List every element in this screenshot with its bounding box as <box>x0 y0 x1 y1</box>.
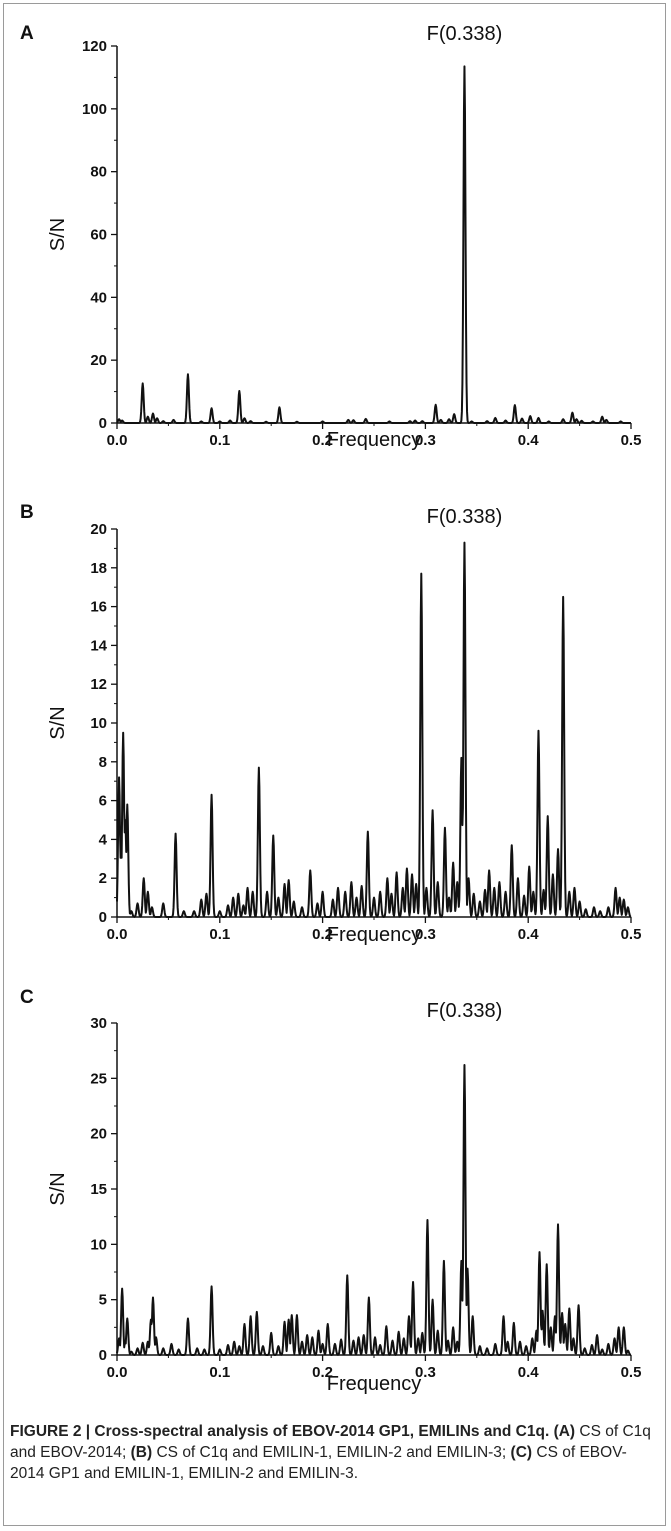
figure-caption: FIGURE 2 | Cross-spectral analysis of EB… <box>10 1421 658 1484</box>
y-tick-label: 4 <box>99 831 108 848</box>
x-tick-label: 0.0 <box>107 432 128 449</box>
caption-a-tag: (A) <box>553 1423 576 1440</box>
caption-a-text: CS of C1q and EBOV-2014; <box>10 1423 651 1461</box>
caption-c-tag: (C) <box>510 1444 533 1461</box>
peak-annotation: F(0.338) <box>427 23 503 45</box>
y-tick-label: 20 <box>90 521 107 538</box>
y-tick-label: 8 <box>99 754 107 771</box>
y-tick-label: 0 <box>99 909 107 926</box>
y-tick-label: 2 <box>99 870 107 887</box>
chart-panel-a: A 0 20 40 60 80 100 120 0.0 0.1 0.2 0.3 0.4 0.5 Freque… <box>20 23 641 451</box>
x-tick-label: 0.1 <box>209 432 230 449</box>
x-tick-label: 0.3 <box>415 432 436 449</box>
x-tick-label: 0.1 <box>209 926 230 943</box>
y-tick-label: 120 <box>82 38 107 55</box>
y-tick-label: 0 <box>99 415 107 432</box>
figure-frame <box>3 3 666 1526</box>
caption-label: FIGURE 2 | Cross-spectral analysis of EB… <box>10 1423 550 1440</box>
y-tick-label: 15 <box>90 1181 107 1198</box>
x-tick-label: 0.4 <box>518 1364 540 1381</box>
x-tick-label: 0.2 <box>312 926 333 943</box>
chart-panel-c: C 0 5 10 15 20 25 30 0.0 0.1 0.2 0.3 0.4 0.5 Frequency… <box>20 987 641 1395</box>
y-tick-label: 20 <box>90 352 107 369</box>
y-tick-label: 12 <box>90 676 107 693</box>
x-tick-label: 0.2 <box>312 432 333 449</box>
x-tick-label: 0.3 <box>415 1364 436 1381</box>
x-tick-label: 0.4 <box>518 432 540 449</box>
x-tick-label: 0.5 <box>621 432 642 449</box>
y-axis-title: S/N <box>47 706 69 739</box>
y-tick-label: 16 <box>90 599 107 616</box>
caption-c-text: CS of EBOV-2014 GP1 and EMILIN-1, EMILIN… <box>10 1444 627 1482</box>
x-axis-title: Frequency <box>327 429 422 451</box>
y-tick-label: 18 <box>90 560 107 577</box>
chart-panel-b: B 0 2 4 6 8 10 12 14 16 18 20 0.0 0.1 0.2 0.3 0.4 0.5 Freq… <box>20 502 641 946</box>
y-tick-label: 25 <box>90 1070 107 1087</box>
y-tick-label: 30 <box>90 1015 107 1032</box>
y-tick-label: 5 <box>99 1292 107 1309</box>
x-axis-title: Frequency <box>327 1373 422 1395</box>
x-tick-label: 0.0 <box>107 926 128 943</box>
spectrum-line <box>116 1064 632 1356</box>
y-tick-label: 100 <box>82 101 107 118</box>
x-axis-title: Frequency <box>327 924 422 946</box>
panel-letter: A <box>20 23 34 44</box>
x-tick-label: 0.2 <box>312 1364 333 1381</box>
panel-letter: B <box>20 502 34 523</box>
peak-annotation: F(0.338) <box>427 506 503 528</box>
spectrum-line <box>116 65 632 424</box>
y-tick-label: 60 <box>90 227 107 244</box>
y-axis-title: S/N <box>47 1172 69 1205</box>
caption-b-tag: (B) <box>130 1444 153 1461</box>
spectrum-line <box>116 541 632 918</box>
x-tick-label: 0.1 <box>209 1364 230 1381</box>
x-tick-label: 0.3 <box>415 926 436 943</box>
y-tick-label: 40 <box>90 289 107 306</box>
y-tick-label: 80 <box>90 164 107 181</box>
x-tick-label: 0.4 <box>518 926 540 943</box>
peak-annotation: F(0.338) <box>427 1000 503 1022</box>
y-tick-label: 10 <box>90 715 107 732</box>
y-axis-title: S/N <box>47 218 69 251</box>
y-tick-label: 20 <box>90 1126 107 1143</box>
x-tick-label: 0.5 <box>621 926 642 943</box>
x-tick-label: 0.5 <box>621 1364 642 1381</box>
y-tick-label: 14 <box>90 637 107 654</box>
x-tick-label: 0.0 <box>107 1364 128 1381</box>
caption-b-text: CS of C1q and EMILIN-1, EMILIN-2 and EMI… <box>152 1444 511 1461</box>
y-tick-label: 6 <box>99 793 107 810</box>
y-tick-label: 0 <box>99 1347 107 1364</box>
panel-letter: C <box>20 987 34 1008</box>
y-tick-label: 10 <box>90 1236 107 1253</box>
